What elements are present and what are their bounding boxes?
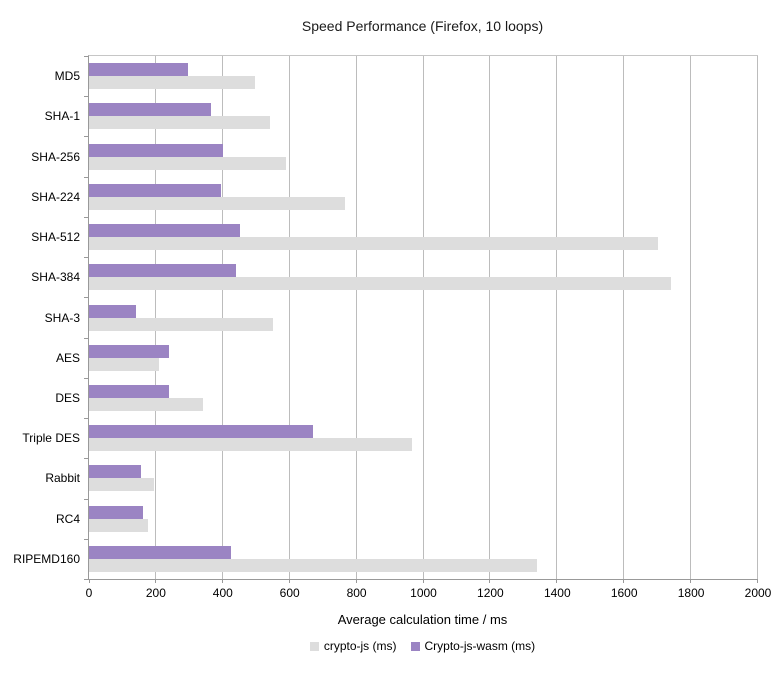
bar-crypto-js-wasm: [89, 63, 188, 77]
y-axis-label: SHA-256: [31, 149, 80, 164]
x-axis-tick: [355, 579, 357, 583]
y-axis-label: SHA-384: [31, 270, 80, 285]
bar-crypto-js-wasm: [89, 465, 141, 479]
gridline: [355, 56, 357, 579]
gridline: [489, 56, 491, 579]
bar-crypto-js: [89, 518, 148, 532]
y-axis-tick: [84, 458, 88, 459]
x-tick-label: 600: [279, 586, 300, 600]
x-axis-tick: [690, 579, 692, 583]
y-axis-tick: [84, 378, 88, 379]
bar-crypto-js-wasm: [89, 304, 136, 318]
gridline: [690, 56, 692, 579]
bar-crypto-js: [89, 237, 658, 251]
bar-crypto-js: [89, 397, 203, 411]
bar-crypto-js-wasm: [89, 344, 170, 358]
legend-label: Crypto-js-wasm (ms): [424, 639, 536, 653]
gridline: [623, 56, 625, 579]
bar-crypto-js: [89, 478, 155, 492]
x-tick-label: 1400: [543, 586, 571, 600]
bar-crypto-js: [89, 196, 345, 210]
chart-title: Speed Performance (Firefox, 10 loops): [301, 18, 544, 34]
y-axis-label: SHA-1: [44, 109, 80, 124]
x-axis-tick: [89, 579, 90, 583]
y-axis-label: Triple DES: [22, 431, 80, 446]
y-axis-tick: [84, 217, 88, 218]
y-axis-tick: [84, 136, 88, 137]
x-tick-label: 200: [145, 586, 166, 600]
x-axis-title: Average calculation time / ms: [337, 612, 508, 627]
bar-crypto-js: [89, 558, 538, 572]
bar-crypto-js: [89, 357, 160, 371]
bar-crypto-js: [89, 156, 287, 170]
y-axis-label: Rabbit: [45, 471, 80, 486]
y-axis-tick: [84, 96, 88, 97]
x-axis-tick: [623, 579, 625, 583]
y-axis-tick: [84, 177, 88, 178]
bar-crypto-js: [89, 277, 672, 291]
bar-crypto-js-wasm: [89, 143, 223, 157]
x-axis-tick: [422, 579, 424, 583]
x-tick-label: 800: [346, 586, 367, 600]
bar-crypto-js-wasm: [89, 505, 143, 519]
x-axis-tick: [288, 579, 290, 583]
x-tick-label: 1600: [610, 586, 638, 600]
y-axis-label: SHA-3: [44, 310, 80, 325]
bar-crypto-js-wasm: [89, 384, 170, 398]
y-axis-tick: [84, 579, 88, 580]
bar-crypto-js: [89, 438, 412, 452]
y-axis-label: AES: [55, 350, 80, 365]
x-tick-label: 2000: [744, 586, 772, 600]
x-axis-tick: [757, 579, 758, 583]
x-axis-tick: [154, 579, 156, 583]
bar-crypto-js-wasm: [89, 425, 314, 439]
bar-crypto-js-wasm: [89, 264, 237, 278]
y-axis-label: DES: [55, 390, 80, 405]
bar-crypto-js-wasm: [89, 103, 212, 117]
x-axis-tick: [489, 579, 491, 583]
legend-label: crypto-js (ms): [323, 639, 397, 653]
y-axis-tick: [84, 257, 88, 258]
y-axis-label: MD5: [54, 69, 80, 84]
y-axis-label: SHA-224: [31, 189, 80, 204]
y-axis-tick: [84, 338, 88, 339]
legend-item-crypto-js: crypto-js (ms): [309, 639, 397, 653]
x-axis-tick: [221, 579, 223, 583]
bar-crypto-js: [89, 116, 270, 130]
x-axis-tick: [556, 579, 558, 583]
y-axis-tick: [84, 499, 88, 500]
gridline: [556, 56, 558, 579]
gridline: [422, 56, 424, 579]
y-axis-label: RC4: [55, 511, 80, 526]
y-axis-tick: [84, 418, 88, 419]
legend-swatch-icon: [309, 641, 319, 651]
x-tick-label: 1200: [477, 586, 504, 600]
y-axis-label: RIPEMD160: [13, 551, 80, 566]
y-axis-tick: [84, 539, 88, 540]
x-tick-label: 1000: [410, 586, 437, 600]
y-axis-tick: [84, 297, 88, 298]
bar-crypto-js-wasm: [89, 545, 232, 559]
y-axis-tick: [84, 56, 88, 57]
legend-item-crypto-js-wasm: Crypto-js-wasm (ms): [410, 639, 536, 653]
plot-area: 0 200 400 600 800 1000 1200 1400 1600 1800 2000 MD5…: [13, 55, 771, 600]
bar-crypto-js: [89, 317, 273, 331]
legend-swatch-icon: [410, 641, 420, 651]
gridline: [288, 56, 290, 579]
x-tick-label: 0: [85, 586, 93, 600]
x-tick-label: 400: [212, 586, 233, 600]
x-tick-label: 1800: [677, 586, 705, 600]
y-axis-label: SHA-512: [31, 230, 80, 245]
legend: crypto-js (ms) Crypto-js-wasm (ms): [88, 639, 757, 653]
gridline: [757, 56, 758, 579]
bar-crypto-js-wasm: [89, 224, 240, 238]
bar-crypto-js-wasm: [89, 183, 222, 197]
bar-crypto-js: [89, 76, 255, 90]
